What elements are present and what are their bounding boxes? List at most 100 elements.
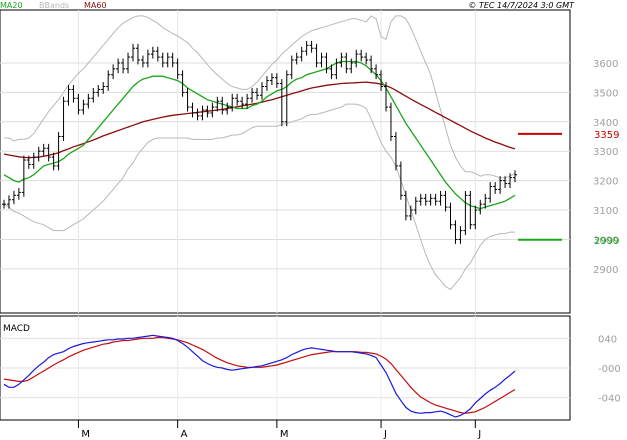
price-bar [493, 182, 498, 194]
macd-y-tick-label: -000 [598, 364, 621, 375]
price-bar [155, 46, 160, 62]
price-bar [418, 193, 423, 206]
price-bar [319, 52, 324, 68]
bb-lower-line [3, 103, 515, 291]
price-bar [388, 102, 393, 141]
macd-y-tick-label: 040 [598, 334, 617, 345]
price-bar [61, 96, 66, 141]
month-tick-label: M [81, 429, 90, 440]
price-bar [21, 155, 26, 197]
price-bar [121, 58, 126, 74]
month-tick-label: J [383, 429, 387, 440]
price-bar [364, 52, 369, 65]
price-bar [344, 52, 349, 74]
price-bar [453, 220, 458, 244]
price-y-tick-label: 3600 [593, 59, 618, 70]
price-bar [31, 152, 36, 169]
price-bar [210, 102, 215, 118]
price-bar [180, 70, 185, 97]
price-bar [314, 43, 319, 68]
price-bar [111, 64, 116, 80]
price-bar [498, 176, 503, 194]
macd-panel: 040 -000 -040 MACD [0, 315, 621, 421]
price-bar [165, 52, 170, 68]
price-bar [413, 196, 418, 215]
price-y-tick-labels: 2900 3000 3100 3200 3300 3400 3500 3600 [593, 59, 618, 276]
price-bar [16, 187, 21, 200]
price-series [2, 15, 517, 291]
price-bar [160, 52, 165, 68]
price-bar [91, 87, 96, 103]
price-bar [26, 155, 31, 169]
price-bar [240, 96, 245, 109]
price-bar [359, 49, 364, 62]
price-bar [96, 85, 101, 97]
month-tick-label: A [181, 429, 188, 440]
price-y-tick-label: 2900 [593, 265, 618, 276]
price-bar [468, 190, 473, 230]
macd-y-tick-label: -040 [598, 394, 621, 405]
price-bar [339, 52, 344, 68]
price-bar [324, 52, 329, 74]
price-bar [66, 85, 71, 106]
price-bar [379, 70, 384, 91]
price-y-tick-label: 3000 [593, 235, 618, 246]
price-bar [250, 87, 255, 103]
price-bar [393, 132, 398, 171]
price-bar [259, 82, 264, 100]
legend-bbands: BBands [39, 1, 69, 10]
price-bar [220, 96, 225, 115]
price-bar [81, 99, 86, 115]
price-bar [170, 52, 175, 68]
price-bar [130, 43, 135, 62]
price-bar [235, 93, 240, 106]
level-markers: 3359 2999 [518, 130, 619, 247]
price-bar [86, 93, 91, 109]
header: MA20 BBands MA60 © TEC 14/7/2024 3:0 GMT [0, 1, 575, 10]
price-bar [309, 40, 314, 53]
price-bar [175, 58, 180, 80]
macd-y-tick-labels: 040 -000 -040 [598, 334, 621, 404]
price-bar [140, 55, 145, 68]
price-bar [423, 193, 428, 206]
price-bar [264, 76, 269, 91]
price-grid [0, 10, 570, 313]
price-bar [408, 205, 413, 221]
price-bar [433, 193, 438, 206]
price-bar [6, 195, 11, 209]
price-bar [503, 176, 508, 188]
price-bar [126, 52, 131, 74]
price-bar [443, 190, 448, 212]
price-bar [403, 190, 408, 221]
bb-upper-line [4, 15, 516, 179]
level-marker-label: 2999 [594, 236, 619, 247]
price-bar [508, 173, 513, 188]
price-bar [145, 49, 150, 68]
price-bar [304, 40, 309, 56]
price-y-tick-label: 3400 [593, 118, 618, 129]
price-bar [384, 82, 389, 112]
price-bar [106, 70, 111, 91]
macd-signal-line [3, 336, 516, 414]
price-bar [463, 190, 468, 236]
price-bar [150, 46, 155, 59]
price-bar [185, 87, 190, 112]
macd-grid [0, 316, 570, 420]
price-bar [230, 93, 235, 112]
price-bar [36, 146, 41, 162]
price-bar [488, 182, 493, 203]
price-bar [190, 102, 195, 118]
price-bar [329, 64, 334, 80]
price-bar [483, 193, 488, 209]
ma20-line [3, 60, 516, 210]
price-bar [205, 105, 210, 118]
price-bar [2, 199, 6, 209]
price-bar [374, 64, 379, 80]
price-bar [448, 202, 453, 230]
price-bar [41, 143, 46, 156]
price-bar [46, 143, 51, 162]
price-bar [225, 102, 230, 115]
